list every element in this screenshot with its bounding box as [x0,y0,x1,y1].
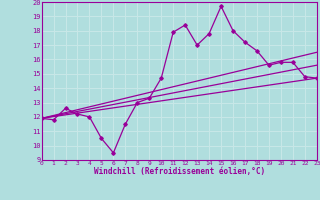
X-axis label: Windchill (Refroidissement éolien,°C): Windchill (Refroidissement éolien,°C) [94,167,265,176]
